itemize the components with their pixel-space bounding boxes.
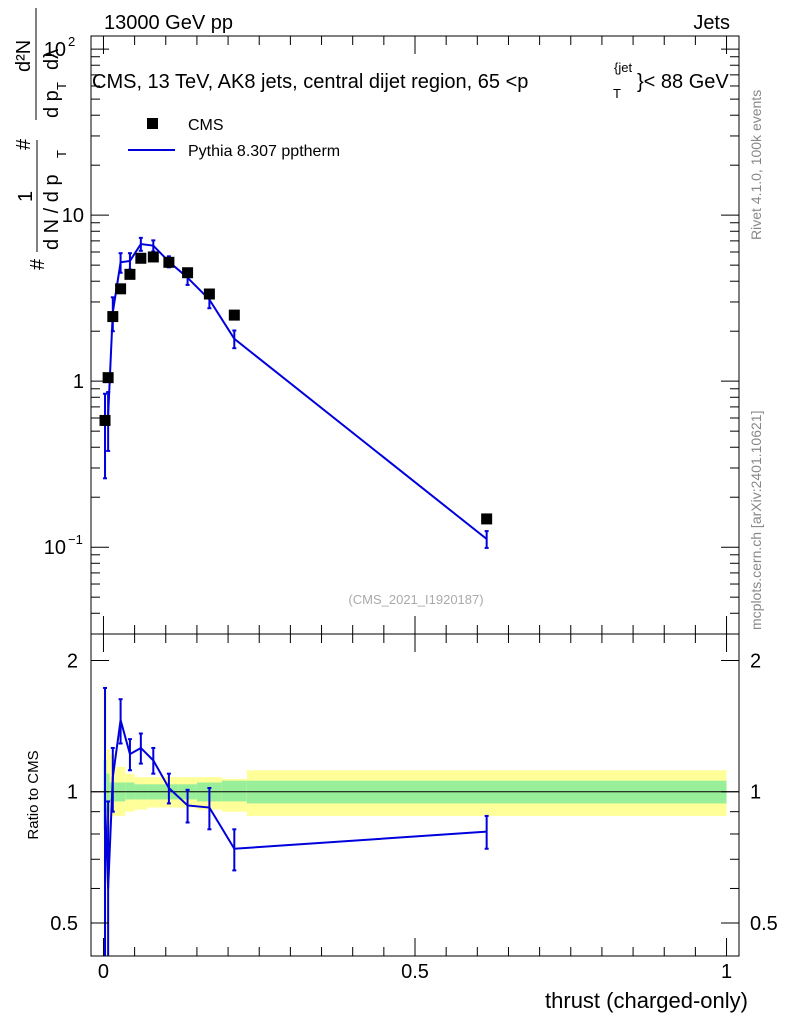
x-axis-label: thrust (charged-only) — [545, 988, 748, 1013]
cms-data-point — [124, 268, 136, 280]
cms-data-point — [163, 256, 175, 268]
ylabel-dlambda: dλ — [41, 49, 63, 70]
upper-ytick-label: 10 — [62, 205, 84, 227]
ylabel-t-sub-2: T — [54, 82, 69, 90]
ylabel-dn-dpt: d N / d p — [41, 174, 63, 250]
upper-ytick-exponent: −1 — [68, 532, 83, 547]
lower-ylabel: Ratio to CMS — [25, 750, 42, 839]
cms-data-point — [107, 311, 119, 323]
lower-ytick-label-left: 2 — [67, 650, 78, 672]
plot-title-subscript: T — [613, 86, 621, 101]
analysis-watermark: (CMS_2021_I1920187) — [348, 592, 483, 607]
lower-ticks — [91, 634, 739, 956]
plot-title: CMS, 13 TeV, AK8 jets, central dijet reg… — [92, 60, 729, 101]
ratio-series — [103, 686, 489, 956]
upper-ticks — [91, 36, 739, 635]
upper-ytick-label: 1 — [73, 371, 84, 393]
cms-data-point — [99, 414, 111, 426]
cms-data-point — [147, 251, 159, 263]
cms-data-point — [228, 309, 240, 321]
ylabel-d2n: d²N — [13, 40, 35, 72]
mcplots-label: mcplots.cern.ch [arXiv:2401.10621] — [748, 411, 764, 630]
lower-ytick-label-right: 1 — [750, 782, 761, 804]
cms-data-point — [203, 288, 215, 300]
lower-ytick-label-left: 0.5 — [50, 913, 78, 935]
upper-ytick-exponent: 2 — [68, 34, 75, 49]
lower-ytick-label-left: 1 — [67, 782, 78, 804]
legend-marker-cms — [147, 118, 158, 129]
xtick-labels: 0 0.5 1 — [98, 961, 732, 983]
header-left: 13000 GeV pp — [104, 12, 233, 34]
ylabel-t-sub-1: T — [54, 150, 69, 158]
ylabel-dpt: d p — [41, 90, 63, 118]
upper-ytick-label: 10 — [44, 39, 66, 61]
ylabel-hash-2: # — [13, 138, 35, 150]
header-right: Jets — [693, 12, 730, 34]
cms-data-point — [102, 372, 114, 384]
ratio-bands — [103, 691, 727, 956]
rivet-label: Rivet 4.1.0, 100k events — [748, 90, 764, 240]
lower-ytick-label-right: 2 — [750, 650, 761, 672]
upper-ylabel: # 1 d N / d p T # d²N d p T dλ — [13, 8, 69, 270]
legend-label-pythia: Pythia 8.307 pptherm — [188, 143, 340, 160]
lower-ytick-label-right: 0.5 — [750, 913, 778, 935]
ratio-band-inner — [125, 782, 135, 800]
legend-label-cms: CMS — [188, 117, 224, 134]
lower-ytick-labels: 2 2 1 1 0.5 0.5 — [50, 650, 778, 935]
cms-data-point — [115, 283, 127, 295]
xtick-label: 1 — [721, 961, 732, 983]
upper-series — [99, 236, 493, 549]
ratio-band-inner — [106, 773, 110, 812]
plot-title-main: CMS, 13 TeV, AK8 jets, central dijet reg… — [92, 71, 528, 93]
plot-title-end: }< 88 GeV — [637, 71, 729, 93]
legend: CMS Pythia 8.307 pptherm — [128, 117, 340, 160]
ylabel-hash-1: # — [27, 258, 49, 270]
ylabel-one: 1 — [15, 191, 37, 202]
lower-panel: 2 2 1 1 0.5 0.5 — [50, 633, 778, 957]
ratio-band-inner — [221, 780, 247, 802]
upper-ytick-label: 10 — [44, 537, 66, 559]
cms-data-point — [481, 513, 493, 525]
cms-data-point — [135, 252, 147, 264]
plot-title-superscript: {jet — [614, 60, 632, 75]
cms-data-point — [182, 267, 194, 279]
xtick-label: 0 — [98, 961, 109, 983]
xtick-label: 0.5 — [401, 961, 429, 983]
